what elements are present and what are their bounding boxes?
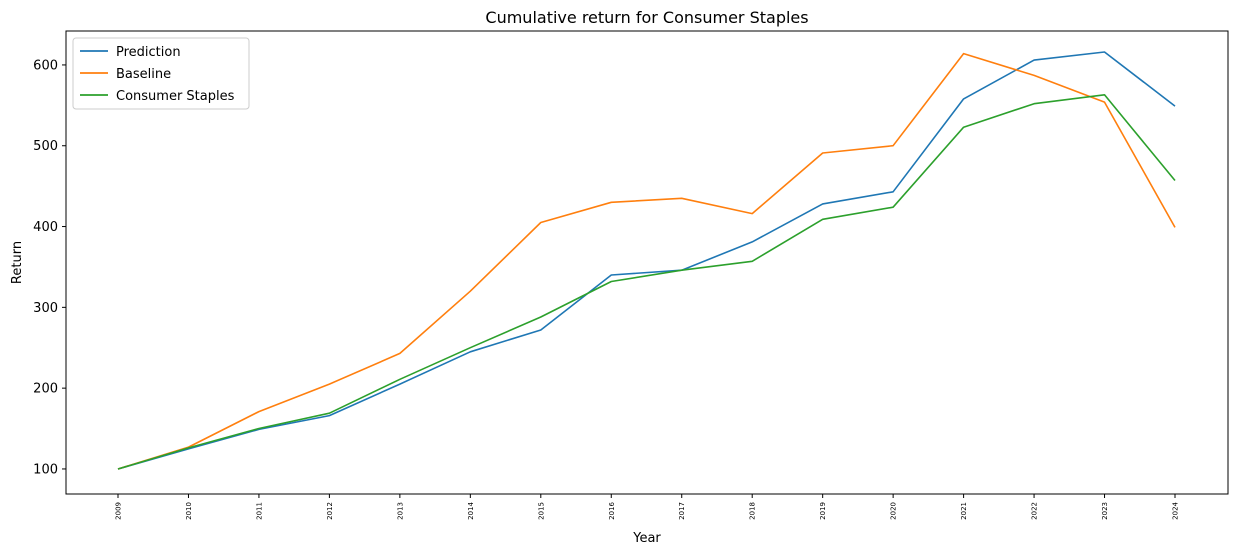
- x-tick-label: 2018: [749, 502, 757, 520]
- series-line-prediction: [117, 51, 1176, 470]
- x-tick-label: 2022: [1031, 502, 1039, 520]
- x-tick-label: 2020: [890, 502, 898, 520]
- y-axis: 100 200 300 400 500 600: [33, 58, 66, 477]
- x-tick-label: 2024: [1172, 501, 1180, 519]
- x-tick-label: 2019: [819, 502, 827, 520]
- x-tick-label: 2016: [608, 501, 616, 519]
- y-tick-label: 300: [33, 301, 58, 316]
- x-tick-label: 2017: [678, 502, 686, 520]
- x-axis: 2009 2010 2011 2012 2013 2014 2015 2016 2017 2018…: [115, 494, 1180, 520]
- y-tick-label: 400: [33, 220, 58, 235]
- x-tick-label: 2013: [396, 502, 404, 520]
- series-lines: [117, 51, 1176, 470]
- legend-label: Baseline: [116, 67, 171, 82]
- x-tick-label: 2012: [326, 502, 334, 520]
- plot-area: [65, 30, 1229, 495]
- x-tick-label: 2023: [1101, 502, 1109, 520]
- chart-title: Cumulative return for Consumer Staples: [485, 8, 808, 27]
- x-tick-label: 2009: [115, 502, 123, 520]
- y-axis-label: Return: [10, 241, 25, 284]
- x-tick-label: 2014: [467, 501, 475, 519]
- legend-label: Prediction: [116, 45, 181, 60]
- legend-box: [72, 37, 250, 110]
- y-tick-label: 600: [33, 58, 58, 73]
- legend-label: Consumer Staples: [116, 89, 235, 104]
- x-tick-label: 2011: [255, 502, 263, 520]
- x-tick-label: 2010: [185, 502, 193, 520]
- x-axis-label: Year: [632, 531, 661, 546]
- series-line-baseline: [117, 52, 1176, 470]
- y-tick-label: 100: [33, 462, 58, 477]
- y-tick-label: 500: [33, 139, 58, 154]
- x-tick-label: 2021: [960, 502, 968, 520]
- x-tick-label: 2015: [537, 502, 545, 520]
- series-line-consumer-staples: [117, 94, 1176, 470]
- legend: Prediction Baseline Consumer Staples: [72, 37, 250, 110]
- y-tick-label: 200: [33, 382, 58, 397]
